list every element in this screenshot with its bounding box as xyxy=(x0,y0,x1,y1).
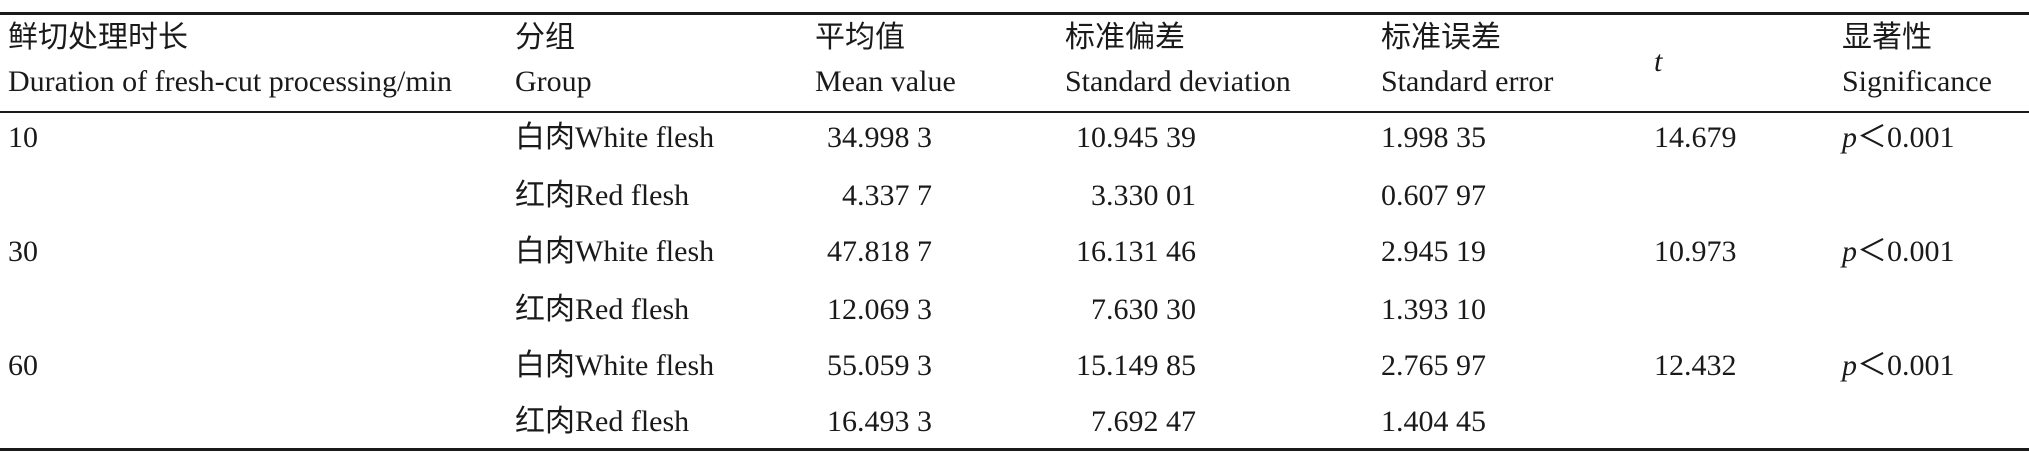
cell-mean: 4.337 7 xyxy=(842,179,932,212)
cell-t: 12.432 xyxy=(1654,349,1737,382)
header-se-zh: 标准误差 xyxy=(1381,21,1501,54)
cell-significance: p＜0.001 xyxy=(1842,230,1955,274)
header-mean-zh: 平均值 xyxy=(815,21,905,54)
cell-sd: 7.692 47 xyxy=(1091,405,1196,438)
cell-t: 10.973 xyxy=(1654,235,1737,268)
cell-sd: 15.149 85 xyxy=(1076,349,1196,382)
header-group-zh: 分组 xyxy=(515,21,575,54)
header-sd-en: Standard deviation xyxy=(1065,65,1291,98)
cell-se: 1.404 45 xyxy=(1381,405,1486,438)
header-mean-en: Mean value xyxy=(815,65,956,98)
cell-group: 白肉White flesh xyxy=(515,235,715,268)
cell-t: 14.679 xyxy=(1654,121,1737,154)
cell-group: 白肉White flesh xyxy=(515,121,715,154)
cell-se: 2.765 97 xyxy=(1381,349,1486,382)
cell-se: 2.945 19 xyxy=(1381,235,1486,268)
cell-se: 1.998 35 xyxy=(1381,121,1486,154)
cell-se: 1.393 10 xyxy=(1381,293,1486,326)
cell-mean: 16.493 3 xyxy=(827,405,932,438)
cell-duration: 60 xyxy=(8,349,38,382)
cell-mean: 34.998 3 xyxy=(827,121,932,154)
header-duration-en: Duration of fresh-cut processing/min xyxy=(8,65,453,98)
cell-group: 白肉White flesh xyxy=(515,349,715,382)
cell-group: 红肉Red flesh xyxy=(515,179,690,212)
cell-mean: 47.818 7 xyxy=(827,235,932,268)
header-duration-zh: 鲜切处理时长 xyxy=(8,21,188,54)
p-value: ＜0.001 xyxy=(1857,121,1955,154)
cell-sd: 3.330 01 xyxy=(1091,179,1196,212)
header-group-en: Group xyxy=(515,65,592,98)
header-t: t xyxy=(1654,45,1663,78)
cell-group: 红肉Red flesh xyxy=(515,405,690,438)
cell-sd: 7.630 30 xyxy=(1091,293,1196,326)
table-bottom-rule xyxy=(0,448,2029,451)
header-se-en: Standard error xyxy=(1381,65,1554,98)
header-significance-zh: 显著性 xyxy=(1842,21,1932,54)
header-sd-zh: 标准偏差 xyxy=(1065,21,1185,54)
cell-significance: p＜0.001 xyxy=(1842,116,1955,160)
p-symbol: p xyxy=(1842,121,1857,154)
p-symbol: p xyxy=(1842,349,1857,382)
p-value: ＜0.001 xyxy=(1857,349,1955,382)
cell-sd: 10.945 39 xyxy=(1076,121,1196,154)
cell-sd: 16.131 46 xyxy=(1076,235,1196,268)
header-significance-en: Significance xyxy=(1842,65,1992,98)
cell-mean: 12.069 3 xyxy=(827,293,932,326)
cell-group: 红肉Red flesh xyxy=(515,293,690,326)
table-header-rule xyxy=(0,111,2029,113)
cell-mean: 55.059 3 xyxy=(827,349,932,382)
cell-duration: 30 xyxy=(8,235,38,268)
cell-significance: p＜0.001 xyxy=(1842,344,1955,388)
cell-se: 0.607 97 xyxy=(1381,179,1486,212)
cell-duration: 10 xyxy=(8,121,38,154)
table-top-rule xyxy=(0,12,2029,15)
p-value: ＜0.001 xyxy=(1857,235,1955,268)
p-symbol: p xyxy=(1842,235,1857,268)
